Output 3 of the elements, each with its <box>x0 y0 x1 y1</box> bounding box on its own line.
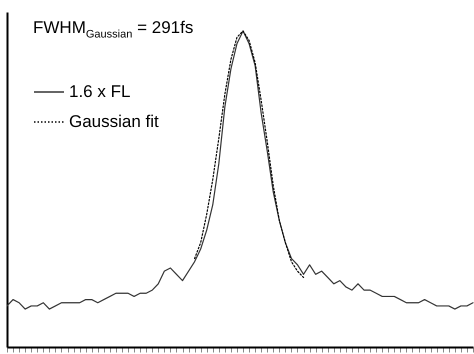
legend-label: Gaussian fit <box>69 112 160 131</box>
legend-label: 1.6 x FL <box>69 82 130 101</box>
annotation: FWHM$_{Gaussian}$ = 291fs <box>33 18 194 40</box>
